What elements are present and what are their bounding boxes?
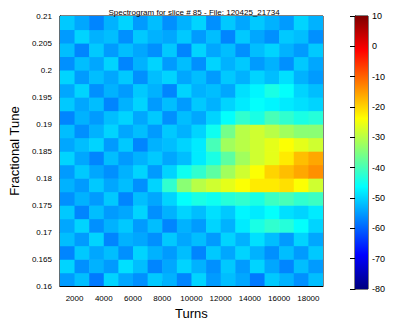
svg-text:0.19: 0.19 (36, 120, 52, 129)
svg-text:-70: -70 (372, 254, 385, 264)
svg-text:-40: -40 (372, 163, 385, 173)
svg-text:0.17: 0.17 (36, 228, 52, 237)
svg-text:0.21: 0.21 (36, 12, 52, 21)
svg-text:-30: -30 (372, 132, 385, 142)
svg-text:10000: 10000 (180, 294, 203, 303)
svg-text:0.16: 0.16 (36, 282, 52, 291)
svg-text:-10: -10 (372, 72, 385, 82)
svg-text:-80: -80 (372, 284, 385, 294)
svg-text:18000: 18000 (297, 294, 320, 303)
svg-text:Spectrogram for slice # 85 - F: Spectrogram for slice # 85 - File: 12042… (108, 8, 280, 17)
svg-text:0.205: 0.205 (32, 39, 53, 48)
svg-text:Turns: Turns (175, 306, 208, 321)
svg-text:2000: 2000 (66, 294, 84, 303)
svg-text:-60: -60 (372, 223, 385, 233)
svg-text:8000: 8000 (153, 294, 171, 303)
svg-text:-20: -20 (372, 102, 385, 112)
svg-text:0.175: 0.175 (32, 201, 53, 210)
svg-text:16000: 16000 (268, 294, 291, 303)
svg-text:Fractional Tune: Fractional Tune (7, 106, 22, 196)
svg-text:14000: 14000 (239, 294, 262, 303)
svg-text:0.195: 0.195 (32, 93, 53, 102)
svg-text:4000: 4000 (95, 294, 113, 303)
svg-text:12000: 12000 (210, 294, 233, 303)
svg-text:0.185: 0.185 (32, 147, 53, 156)
svg-text:6000: 6000 (124, 294, 142, 303)
svg-text:0.18: 0.18 (36, 174, 52, 183)
svg-text:0.165: 0.165 (32, 255, 53, 264)
svg-text:-50: -50 (372, 193, 385, 203)
svg-text:10: 10 (372, 11, 382, 21)
svg-text:0.2: 0.2 (41, 66, 53, 75)
svg-text:0: 0 (372, 41, 377, 51)
